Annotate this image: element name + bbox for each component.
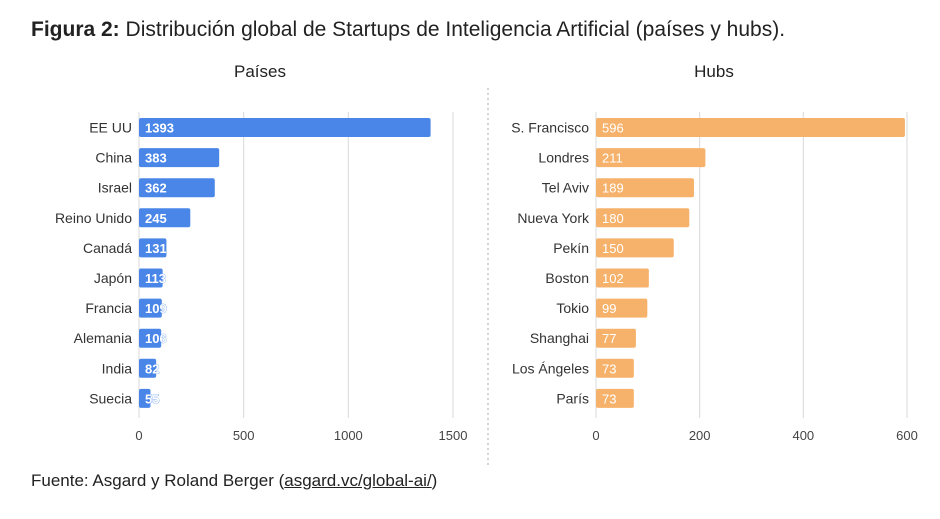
hubs-data-label: 211 xyxy=(602,151,623,166)
countries-bar xyxy=(139,208,191,228)
hubs-bar xyxy=(596,358,634,378)
countries-x-tick-label: 500 xyxy=(233,428,255,443)
source-prefix: Fuente: Asgard y Roland Berger ( xyxy=(31,471,285,490)
countries-bar xyxy=(139,148,220,168)
hubs-data-label: 73 xyxy=(602,361,616,376)
hubs-data-label: 77 xyxy=(602,331,616,346)
hubs-category-label: Nueva York xyxy=(517,210,590,226)
countries-data-label: 109 xyxy=(145,301,167,316)
countries-category-label: Israel xyxy=(98,180,132,196)
source-link[interactable]: asgard.vc/global-ai/ xyxy=(284,471,432,490)
countries-data-label: 113 xyxy=(145,271,166,286)
countries-data-label: 82 xyxy=(145,361,159,376)
countries-category-label: EE UU xyxy=(89,120,132,136)
countries-bar xyxy=(139,178,215,198)
countries-bar xyxy=(139,298,162,318)
hubs-bar xyxy=(596,208,690,228)
hubs-category-label: Boston xyxy=(545,270,589,286)
countries-data-label: 383 xyxy=(145,151,167,166)
hubs-category-label: S. Francisco xyxy=(511,120,589,136)
countries-category-label: Canadá xyxy=(83,240,132,256)
hubs-category-label: Tel Aviv xyxy=(542,180,589,196)
hubs-bar xyxy=(596,148,706,168)
countries-category-label: Japón xyxy=(94,270,132,286)
hubs-bar xyxy=(596,178,694,198)
hubs-category-label: Pekín xyxy=(553,240,589,256)
countries-x-tick-label: 1500 xyxy=(439,428,468,443)
countries-category-label: Suecia xyxy=(89,390,132,406)
hubs-bar xyxy=(596,268,649,288)
countries-bar xyxy=(139,238,167,258)
source-suffix: ) xyxy=(431,471,438,490)
hubs-x-tick-label: 400 xyxy=(792,428,814,443)
hubs-bar xyxy=(596,388,634,408)
countries-bar xyxy=(139,118,431,137)
hubs-category-label: Shanghai xyxy=(530,330,589,346)
countries-data-label: 55 xyxy=(145,391,159,406)
hubs-category-label: Londres xyxy=(538,150,589,166)
countries-category-label: Alemania xyxy=(74,330,133,346)
figure-title: Figura 2: Distribución global de Startup… xyxy=(31,18,785,42)
countries-data-label: 245 xyxy=(145,211,167,226)
hubs-bar xyxy=(596,238,674,258)
hubs-x-tick-label: 200 xyxy=(689,428,711,443)
countries-bar xyxy=(139,328,162,348)
countries-x-tick-label: 1000 xyxy=(334,428,363,443)
countries-bar xyxy=(139,268,163,288)
hubs-data-label: 189 xyxy=(602,181,624,196)
hubs-category-label: París xyxy=(556,390,589,406)
hubs-chart-title: Hubs xyxy=(694,62,734,81)
countries-data-label: 362 xyxy=(145,181,167,196)
hubs-data-label: 596 xyxy=(602,121,624,136)
countries-category-label: China xyxy=(95,150,132,166)
countries-bar xyxy=(139,358,157,378)
countries-category-label: Reino Unido xyxy=(55,210,132,226)
countries-data-label: 131 xyxy=(145,241,167,256)
countries-category-label: India xyxy=(102,360,133,376)
countries-data-label: 1393 xyxy=(145,121,174,136)
hubs-data-label: 73 xyxy=(602,391,616,406)
figure-label: Figura 2: xyxy=(31,18,120,41)
hubs-bar xyxy=(596,328,636,348)
hubs-category-label: Tokio xyxy=(556,300,589,316)
countries-category-label: Francia xyxy=(85,300,132,316)
figure-title-text: Distribución global de Startups de Intel… xyxy=(125,18,786,41)
hubs-data-label: 102 xyxy=(602,271,624,286)
hubs-data-label: 180 xyxy=(602,211,624,226)
countries-chart-title: Países xyxy=(234,62,286,81)
hubs-data-label: 150 xyxy=(602,241,624,256)
hubs-bar xyxy=(596,298,648,318)
hubs-x-tick-label: 600 xyxy=(896,428,918,443)
hubs-data-label: 99 xyxy=(602,301,616,316)
source-note: Fuente: Asgard y Roland Berger (asgard.v… xyxy=(31,471,437,491)
hubs-category-label: Los Ángeles xyxy=(512,360,589,376)
countries-x-tick-label: 0 xyxy=(135,428,142,443)
countries-bar xyxy=(139,388,151,408)
countries-data-label: 106 xyxy=(145,331,167,346)
hubs-x-tick-label: 0 xyxy=(592,428,599,443)
hubs-bar xyxy=(596,118,905,137)
